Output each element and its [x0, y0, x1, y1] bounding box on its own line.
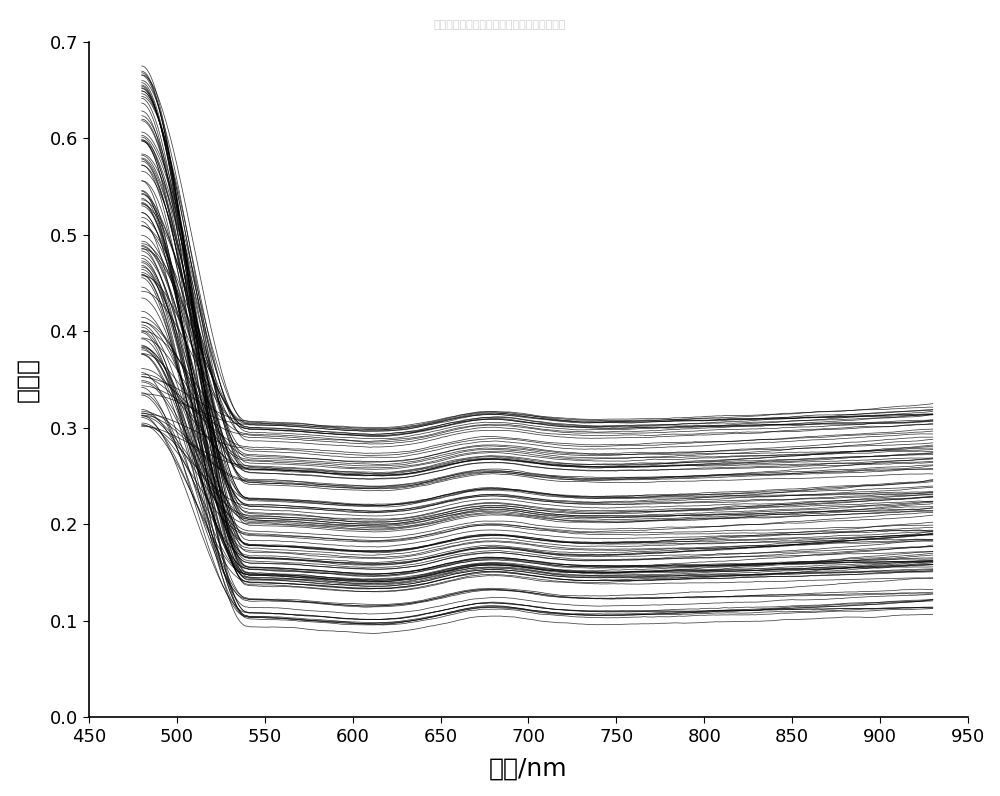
Text: 水果糖度和酸度的光谱波长优化无损检测方法: 水果糖度和酸度的光谱波长优化无损检测方法: [434, 20, 566, 30]
X-axis label: 波长/nm: 波长/nm: [489, 757, 568, 781]
Y-axis label: 吸光度: 吸光度: [15, 357, 39, 402]
